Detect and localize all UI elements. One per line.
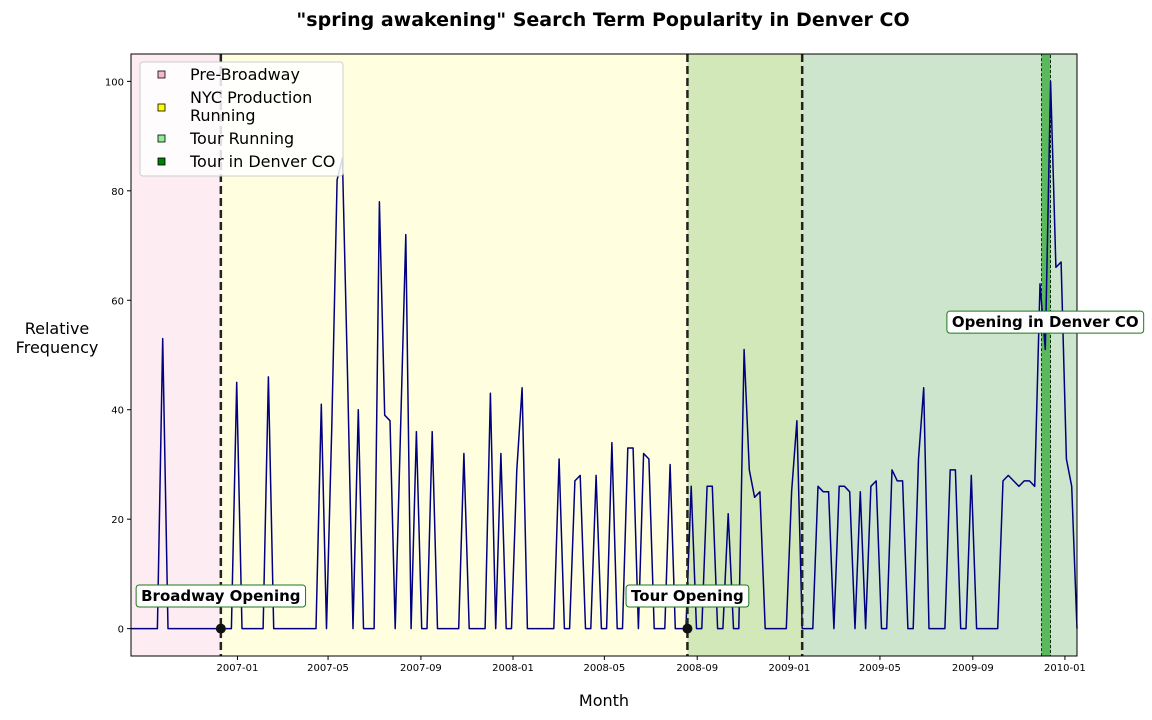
chart-title: "spring awakening" Search Term Popularit… <box>296 9 909 31</box>
x-tick-label: 2008-01 <box>492 663 534 674</box>
x-tick-label: 2008-05 <box>583 663 625 674</box>
x-axis: 2007-01 2007-05 2007-09 2008-01 2008-05 2008-… <box>217 656 1086 674</box>
annotation-label: Broadway Opening <box>141 587 300 605</box>
y-axis-label: Relative Frequency <box>16 319 99 357</box>
annotation-label: Opening in Denver CO <box>952 313 1139 331</box>
series-line <box>131 80 1078 630</box>
x-tick-label: 2008-09 <box>676 663 718 674</box>
x-tick-label: 2007-09 <box>400 663 442 674</box>
y-tick-label: 80 <box>111 187 124 198</box>
annotations: Broadway Opening Tour Opening Opening in D… <box>135 310 1145 634</box>
annotation-box <box>625 584 750 608</box>
y-axis-label-line: Frequency <box>16 338 99 357</box>
x-axis-label: Month <box>579 691 629 710</box>
annotation-box <box>135 584 307 608</box>
legend-entry: Pre-Broadway <box>190 65 300 84</box>
legend-entry-line: Tour in Denver CO <box>189 152 335 171</box>
y-tick-label: 100 <box>105 77 124 88</box>
x-tick-label: 2007-01 <box>217 663 259 674</box>
legend-marker <box>157 70 166 79</box>
annotation-point <box>682 623 693 634</box>
period-band <box>802 54 1077 656</box>
legend-marker <box>157 134 166 143</box>
x-tick-label: 2009-01 <box>768 663 810 674</box>
legend-entry: Tour in Denver CO <box>189 152 335 171</box>
x-tick-label: 2007-05 <box>307 663 349 674</box>
x-tick-label: 2009-05 <box>859 663 901 674</box>
legend: Pre-Broadway NYC Production Running Tour Ru… <box>139 61 344 177</box>
annotation-box <box>946 310 1145 334</box>
legend-entry: NYC Production Running <box>190 88 312 125</box>
y-tick-label: 40 <box>111 406 124 417</box>
y-tick-label: 20 <box>111 515 124 526</box>
annotation-label: Tour Opening <box>631 587 744 605</box>
legend-box <box>139 61 344 177</box>
legend-entry-line: NYC Production <box>190 88 312 107</box>
legend-marker <box>157 157 166 166</box>
x-tick-label: 2009-09 <box>952 663 994 674</box>
y-tick-label: 60 <box>111 296 124 307</box>
legend-marker <box>157 103 166 112</box>
series-layer <box>131 80 1078 630</box>
y-axis-label-line: Relative <box>25 319 90 338</box>
legend-entry-line: Pre-Broadway <box>190 65 300 84</box>
legend-entry: Tour Running <box>189 129 294 148</box>
annotation-point <box>215 623 226 634</box>
legend-entry-line: Running <box>190 106 256 125</box>
x-tick-label: 2010-01 <box>1044 663 1086 674</box>
y-axis: 0 20 40 60 80 100 <box>105 77 131 636</box>
legend-entry-line: Tour Running <box>189 129 294 148</box>
y-tick-label: 0 <box>118 625 124 636</box>
